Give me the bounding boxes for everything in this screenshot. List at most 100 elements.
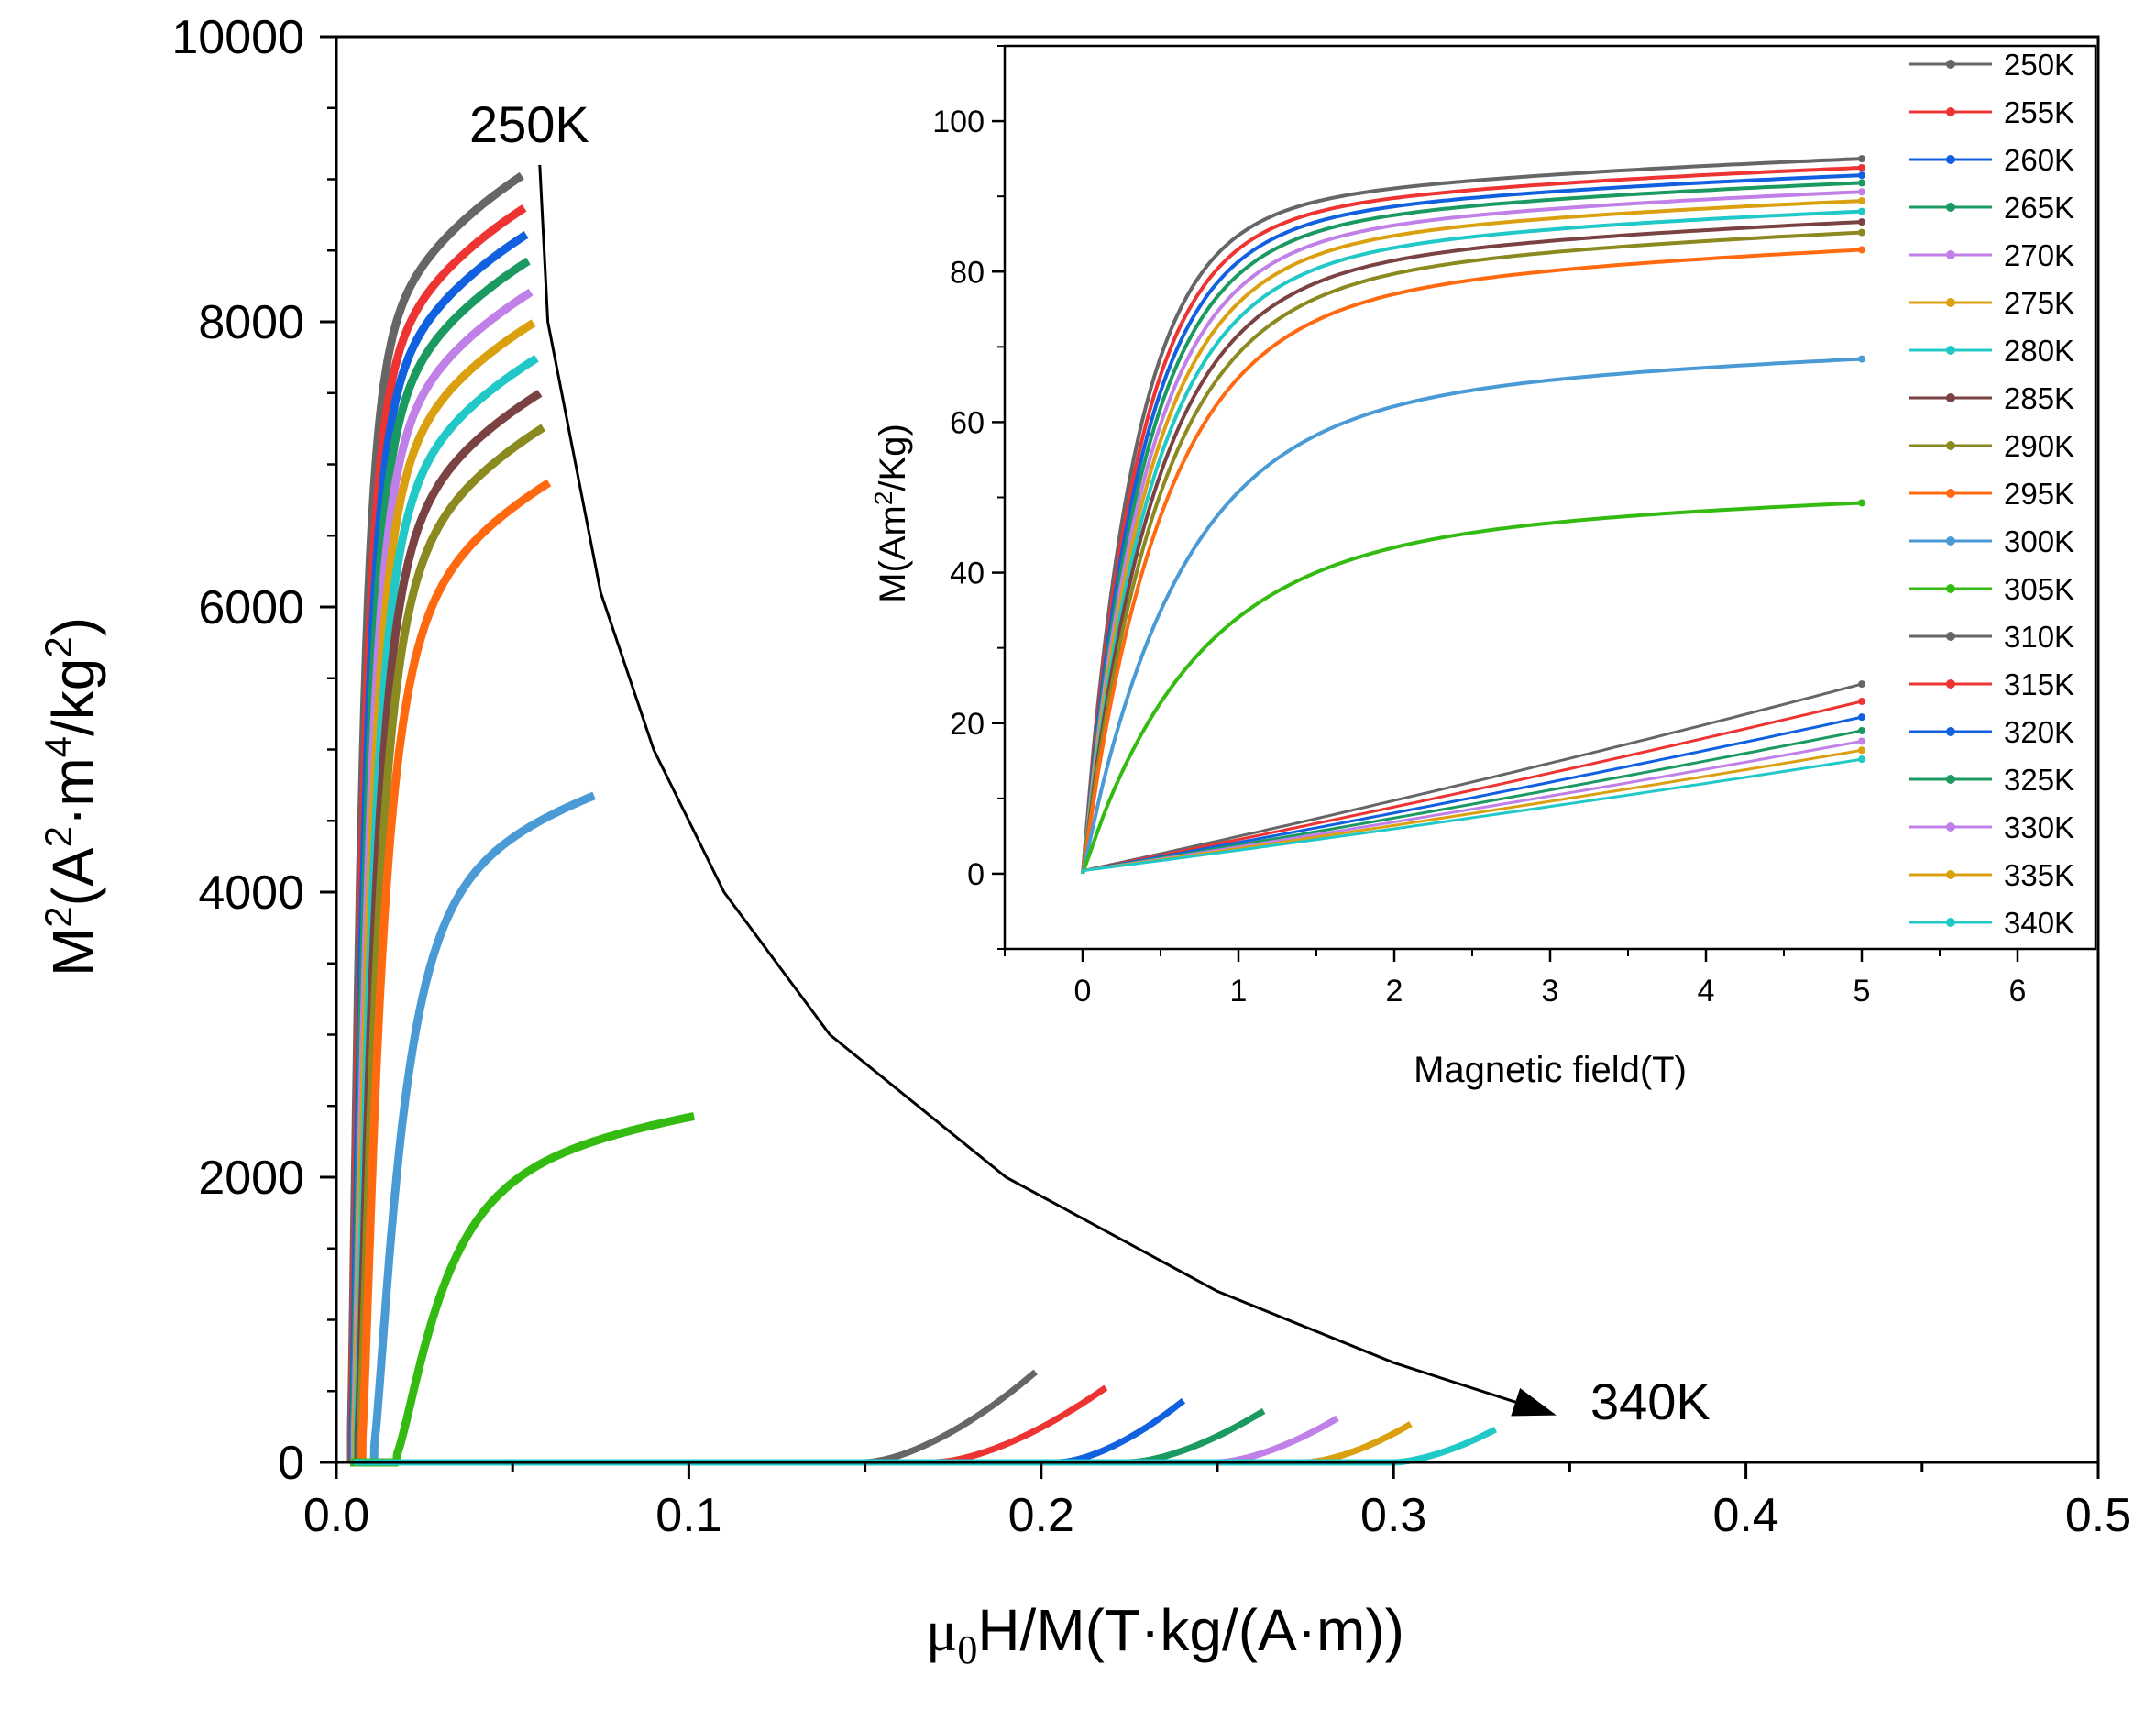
main-y-axis: 0 2000 4000 6000 8000 10000 [171, 11, 336, 1490]
inset-x-tick-label: 0 [1074, 974, 1092, 1009]
inset-x-axis: 0 1 2 3 4 5 6 [1004, 949, 2027, 1009]
legend-label-265K: 265K [2004, 191, 2074, 225]
inset-curve-end-275K [1858, 197, 1865, 205]
inset-y-label-sup: 2 [869, 491, 897, 506]
legend-label-335K: 335K [2004, 858, 2074, 892]
legend-label-270K: 270K [2004, 238, 2074, 272]
legend-label-280K: 280K [2004, 334, 2074, 368]
main-x-axis: 0.0 0.1 0.2 0.3 0.4 0.5 [303, 1462, 2131, 1542]
y-label-sup2: 2 [37, 826, 80, 847]
inset-curve-end-260K [1858, 171, 1865, 180]
end-temp-label: 340K [1590, 1373, 1710, 1430]
x-label-rest: H/M(T·kg/(A·m)) [977, 1597, 1404, 1663]
y-label-mid: ·m [40, 757, 106, 826]
legend-marker-335K [1946, 870, 1955, 879]
legend-label-330K: 330K [2004, 810, 2074, 844]
inset-x-tick-label: 4 [1698, 974, 1715, 1009]
inset-y-tick-label: 100 [932, 105, 984, 139]
main-y-tick-label: 6000 [198, 581, 304, 634]
legend-label-305K: 305K [2004, 572, 2074, 606]
inset-curve-end-285K [1858, 218, 1865, 226]
legend-marker-290K [1946, 441, 1955, 450]
arrott-curve-310K [354, 1369, 1038, 1466]
legend-marker-310K [1946, 632, 1955, 641]
inset-curve-end-265K [1858, 179, 1865, 187]
legend-marker-340K [1946, 918, 1955, 927]
inset-x-axis-label: Magnetic field(T) [1414, 1050, 1687, 1090]
inset-y-tick-label: 80 [950, 255, 984, 290]
legend-marker-305K [1946, 584, 1955, 593]
inset-curve-340K [1081, 757, 1863, 875]
legend-label-295K: 295K [2004, 477, 2074, 511]
arrott-curve-305K [350, 1112, 695, 1467]
inset-curve-305K [1081, 501, 1863, 875]
x-label-sub: 0 [957, 1627, 977, 1672]
inset-curve-end-250K [1858, 155, 1865, 163]
legend-label-290K: 290K [2004, 429, 2074, 463]
main-x-tick-label: 0.2 [1008, 1489, 1074, 1542]
legend-label-310K: 310K [2004, 620, 2074, 654]
y-label-sup3: 4 [37, 736, 80, 757]
inset-y-label-post: /Kg) [873, 424, 913, 491]
y-label-open: (A [40, 847, 106, 906]
y-label-per: /kg [40, 658, 106, 736]
inset-curve-260K [1081, 173, 1863, 875]
inset-curve-255K [1081, 166, 1863, 875]
x-label-mu: μ [926, 1598, 957, 1663]
main-y-tick-label: 4000 [198, 866, 304, 920]
inset-y-label-pre: M(Am [873, 505, 913, 603]
main-x-tick-label: 0.4 [1712, 1489, 1778, 1542]
start-temp-label: 250K [469, 95, 589, 153]
legend-label-340K: 340K [2004, 906, 2074, 940]
main-x-tick-label: 0.1 [655, 1489, 721, 1542]
arrott-curve-295K [350, 479, 552, 1467]
main-x-tick-label: 0.5 [2065, 1489, 2131, 1542]
inset-curve-end-295K [1858, 246, 1865, 254]
main-x-tick-label: 0.0 [303, 1489, 369, 1542]
main-x-axis-label: μ0H/M(T·kg/(A·m)) [926, 1597, 1404, 1672]
inset-curve-285K [1081, 220, 1863, 875]
main-y-tick-label: 10000 [171, 11, 304, 64]
inset-curve-270K [1081, 190, 1863, 875]
y-label-sup1: 2 [37, 906, 80, 927]
inset-legend: 250K 255K 260K 265K 270K 275K 280K 285K 290K 295K… [1909, 48, 2074, 940]
trend-arrow-head [1511, 1387, 1556, 1417]
inset-x-tick-label: 3 [1542, 974, 1559, 1009]
y-label-close: ) [40, 617, 106, 636]
inset-y-tick-label: 0 [967, 857, 984, 892]
legend-label-250K: 250K [2004, 48, 2074, 82]
inset-curve-end-255K [1858, 163, 1865, 171]
legend-marker-300K [1946, 536, 1955, 546]
legend-marker-280K [1946, 346, 1955, 355]
inset-y-tick-label: 60 [950, 405, 984, 440]
arrott-curve-300K [350, 791, 596, 1467]
legend-marker-325K [1946, 775, 1955, 784]
inset-curve-265K [1081, 181, 1863, 875]
legend-marker-270K [1946, 250, 1955, 259]
legend-marker-315K [1946, 679, 1955, 689]
inset-curve-250K [1081, 157, 1863, 875]
inset-plot: 0 1 2 3 4 5 6 0 20 40 60 80 100 250K 255K 260K 265K 270… [869, 44, 2097, 1090]
inset-background [1005, 46, 2096, 949]
inset-curve-end-320K [1858, 713, 1865, 722]
legend-marker-285K [1946, 393, 1955, 402]
main-y-tick-label: 2000 [198, 1152, 304, 1205]
main-x-tick-label: 0.3 [1360, 1489, 1426, 1542]
main-series-group [346, 171, 1498, 1467]
legend-label-325K: 325K [2004, 763, 2074, 797]
inset-y-axis: 0 20 40 60 80 100 [932, 45, 1005, 950]
inset-series-group [1081, 155, 1865, 875]
inset-curve-end-330K [1858, 737, 1865, 745]
trend-arrow [538, 164, 1553, 1416]
main-y-tick-label: 8000 [198, 296, 304, 349]
inset-curve-end-270K [1858, 188, 1865, 196]
legend-marker-320K [1946, 727, 1955, 736]
inset-curve-end-290K [1858, 228, 1865, 237]
inset-curve-end-305K [1858, 499, 1865, 507]
inset-curve-end-335K [1858, 746, 1865, 755]
main-plot: 0.0 0.1 0.2 0.3 0.4 0.5 020004000600080001000… [37, 11, 2131, 1672]
legend-marker-275K [1946, 298, 1955, 307]
inset-x-tick-label: 6 [2009, 974, 2027, 1009]
